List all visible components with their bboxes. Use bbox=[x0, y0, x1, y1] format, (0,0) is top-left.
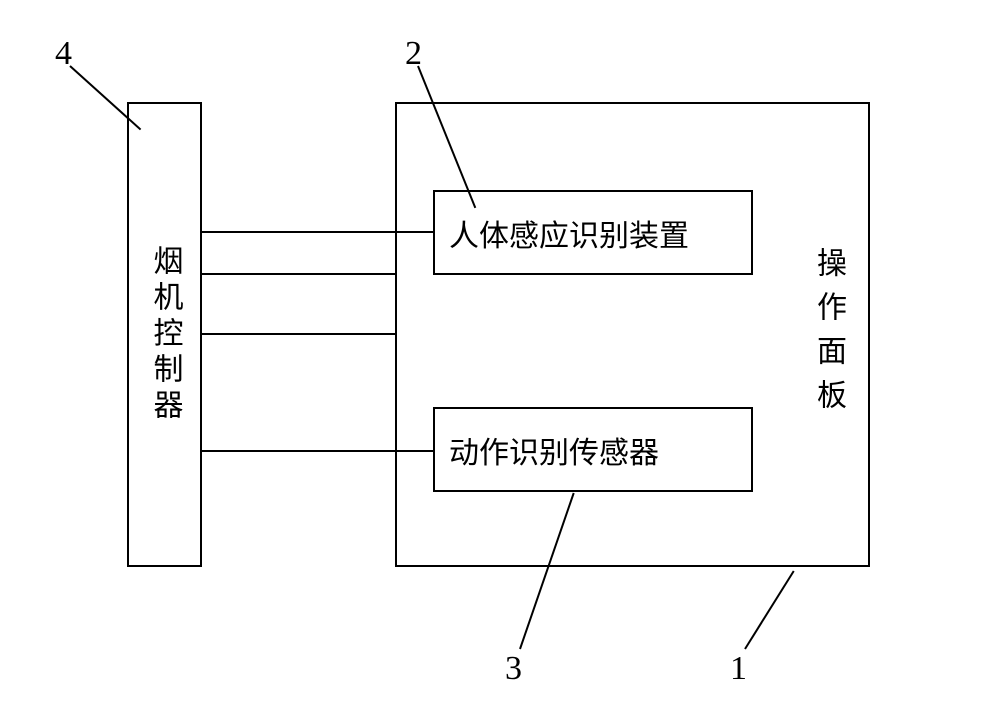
callout-3: 3 bbox=[505, 650, 522, 688]
callout-2: 2 bbox=[405, 35, 422, 73]
connector-4 bbox=[202, 450, 433, 452]
box-panel: 操作面板 bbox=[395, 102, 870, 567]
label-controller: 烟机控制器 bbox=[129, 104, 200, 565]
connector-3 bbox=[202, 333, 395, 335]
label-panel: 操作面板 bbox=[806, 104, 850, 565]
connector-2 bbox=[202, 273, 395, 275]
label-human-sensor: 人体感应识别装置 bbox=[435, 192, 765, 273]
box-human-sensor: 人体感应识别装置 bbox=[433, 190, 753, 275]
connector-1 bbox=[202, 231, 433, 233]
callout-1: 1 bbox=[730, 650, 747, 688]
label-motion-sensor: 动作识别传感器 bbox=[435, 409, 765, 490]
diagram-canvas: 烟机控制器 操作面板 人体感应识别装置 动作识别传感器 4 2 3 1 bbox=[0, 0, 1000, 719]
box-motion-sensor: 动作识别传感器 bbox=[433, 407, 753, 492]
box-controller: 烟机控制器 bbox=[127, 102, 202, 567]
pointer-1 bbox=[744, 570, 794, 649]
pointer-4 bbox=[69, 65, 141, 130]
callout-4: 4 bbox=[55, 35, 72, 73]
